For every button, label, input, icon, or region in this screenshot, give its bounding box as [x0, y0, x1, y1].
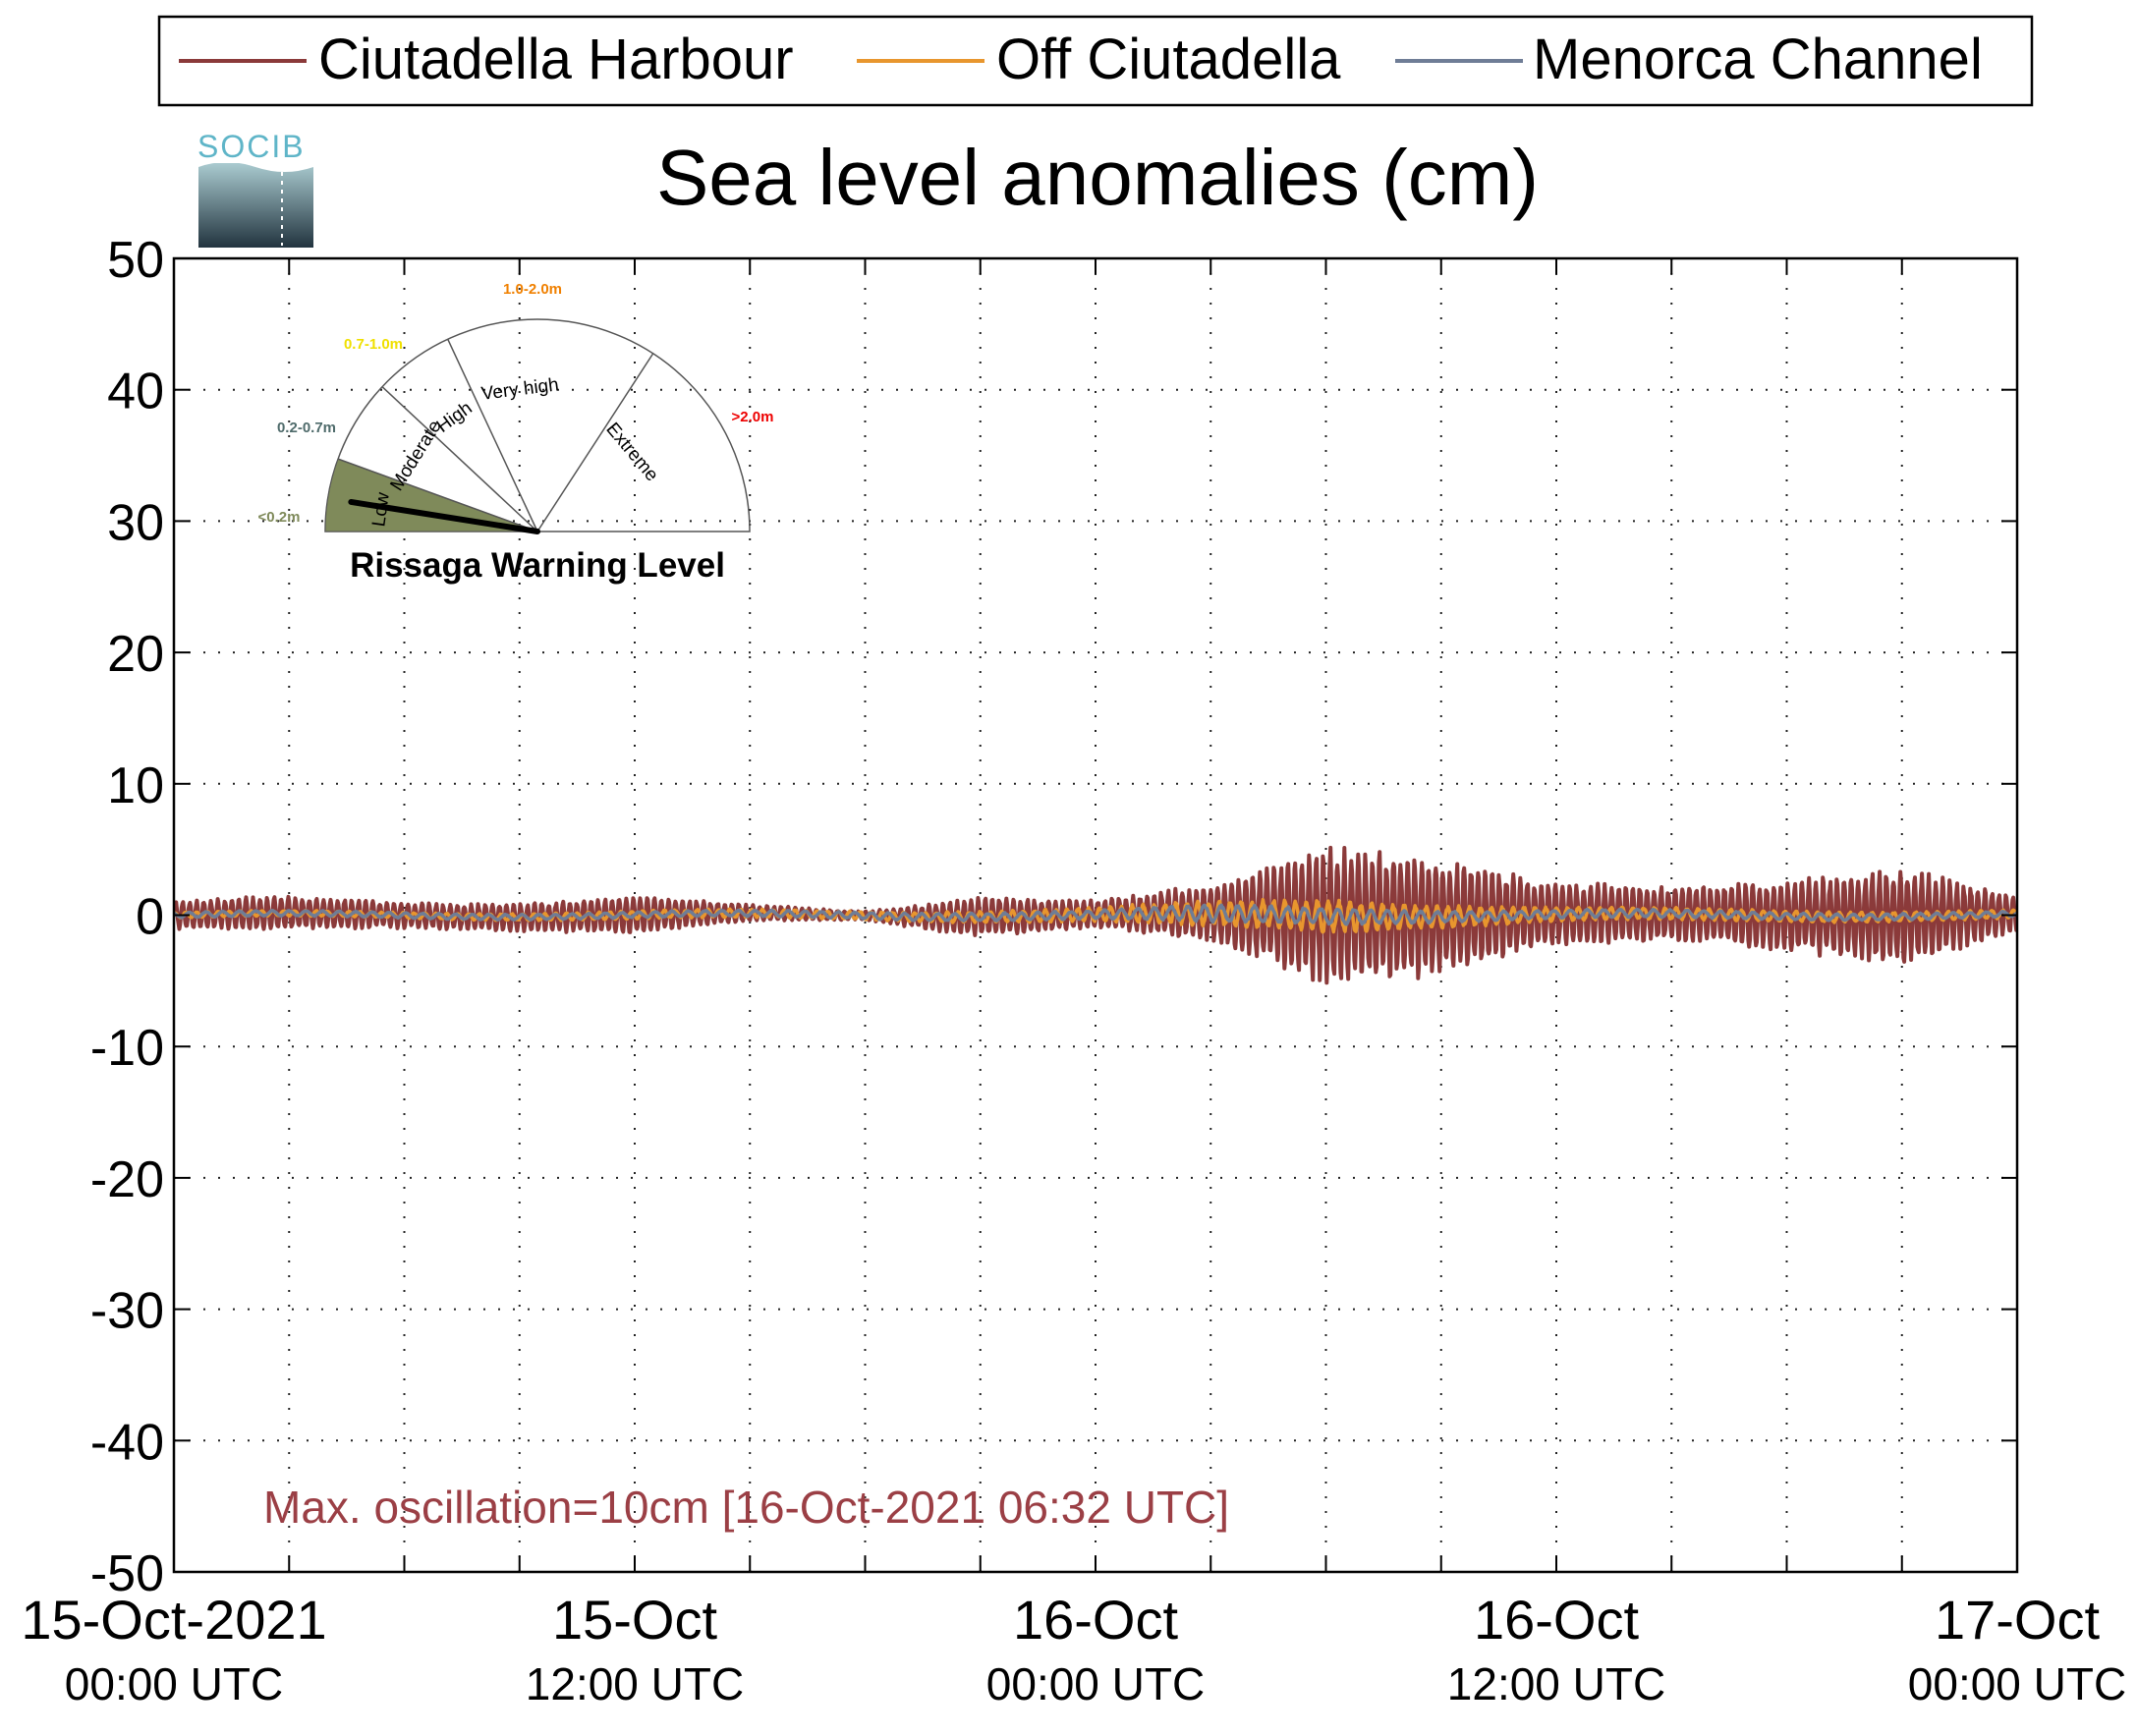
gauge-divider-veryhigh-extreme — [536, 353, 654, 532]
x-tick-label-time: 00:00 UTC — [986, 1658, 1205, 1709]
logo-wave-block — [198, 163, 313, 248]
y-tick-label: -30 — [90, 1283, 164, 1340]
x-tick-label-date: 16-Oct — [1013, 1589, 1178, 1651]
gauge-label-extreme: Extreme — [601, 419, 662, 485]
legend-label-ciutadella-harbour: Ciutadella Harbour — [318, 28, 794, 91]
logo-text: SOCIB — [197, 129, 306, 164]
legend-label-off-ciutadella: Off Ciutadella — [996, 28, 1341, 91]
x-tick-label-date: 15-Oct — [552, 1589, 717, 1651]
gauge-range-low: <0.2m — [258, 509, 301, 526]
gauge-divider-moderate-high — [381, 386, 538, 532]
y-tick-label: 0 — [136, 889, 164, 946]
max-oscillation-annotation: Max. oscillation=10cm [16-Oct-2021 06:32… — [263, 1482, 1229, 1533]
gauge-range-very-high: 1.0-2.0m — [503, 281, 562, 298]
chart-title: Sea level anomalies (cm) — [656, 134, 1539, 221]
x-tick-label-date: 15-Oct-2021 — [21, 1589, 326, 1651]
legend-box — [157, 15, 2034, 107]
y-axis: 50 40 30 20 10 0 -10 -20 -30 -40 -50 — [90, 232, 2017, 1602]
y-tick-label: -50 — [90, 1545, 164, 1602]
gauge-divider-low-moderate — [337, 458, 538, 532]
legend-label-menorca-channel: Menorca Channel — [1533, 28, 1983, 91]
y-tick-label: -10 — [90, 1020, 164, 1077]
gauge-sector-low — [324, 458, 538, 532]
gauge-label-moderate: Moderate — [386, 417, 445, 494]
gauge-outline — [324, 318, 751, 532]
legend: Ciutadella Harbour Off Ciutadella Menorc… — [157, 15, 2034, 107]
gauge-range-moderate: 0.2-0.7m — [277, 420, 336, 436]
x-tick-label-time: 12:00 UTC — [1447, 1658, 1665, 1709]
x-tick-label-time: 00:00 UTC — [1908, 1658, 2126, 1709]
gauge-label-very-high: Very high — [480, 374, 560, 404]
logo-wave — [198, 162, 313, 172]
y-tick-label: 30 — [107, 494, 164, 551]
x-axis: 15-Oct-2021 00:00 UTC 15-Oct 12:00 UTC 16-Oc… — [21, 258, 2126, 1709]
gauge-divider-high-veryhigh — [447, 338, 538, 532]
socib-logo: SOCIB — [197, 129, 313, 248]
gauge-needle — [348, 498, 540, 534]
gauge-range-extreme: >2.0m — [732, 409, 774, 425]
rissaga-warning-gauge: Low Moderate High Very high Extreme <0.2… — [258, 281, 774, 585]
gauge-range-high: 0.7-1.0m — [344, 336, 403, 353]
x-tick-label-time: 00:00 UTC — [65, 1658, 283, 1709]
x-tick-label-date: 17-Oct — [1935, 1589, 2100, 1651]
series-group — [174, 845, 2017, 985]
gauge-title: Rissaga Warning Level — [350, 546, 725, 585]
y-tick-label: 40 — [107, 364, 164, 420]
y-tick-label: 10 — [107, 757, 164, 814]
series-menorca-channel — [174, 903, 2017, 926]
y-tick-label: -40 — [90, 1414, 164, 1471]
y-tick-label: -20 — [90, 1151, 164, 1208]
x-tick-label-date: 16-Oct — [1474, 1589, 1639, 1651]
y-tick-label: 50 — [107, 232, 164, 289]
y-tick-label: 20 — [107, 626, 164, 683]
x-tick-label-time: 12:00 UTC — [526, 1658, 744, 1709]
